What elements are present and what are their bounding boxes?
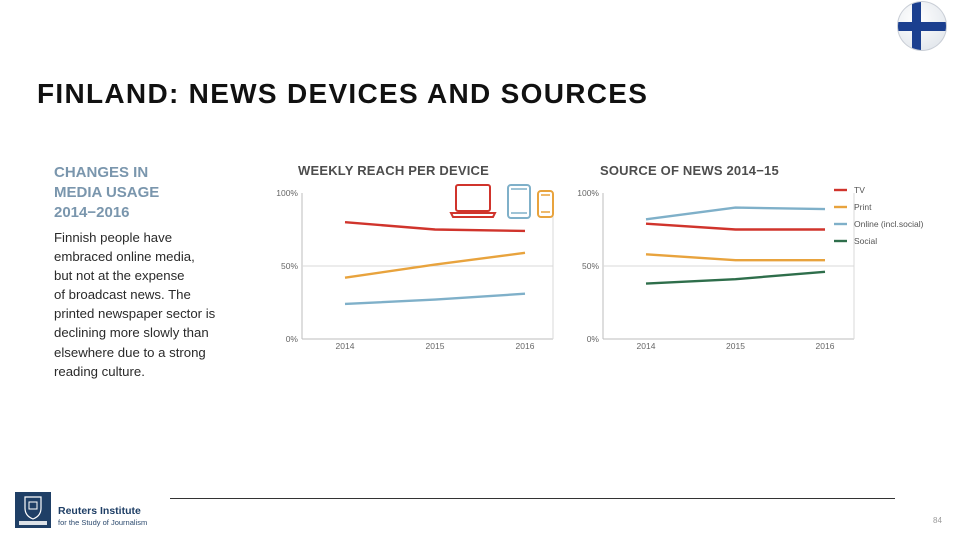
- x-tick-label: 2016: [516, 341, 535, 351]
- y-tick-label: 100%: [577, 188, 599, 198]
- y-tick-label: 50%: [281, 261, 298, 271]
- x-tick-label: 2015: [426, 341, 445, 351]
- body-line: Finnish people have: [54, 230, 173, 245]
- weekly-reach-chart: 100% 50% 0% 2014 2015 2016: [276, 184, 554, 351]
- laptop-icon: [449, 184, 497, 218]
- series-line: [645, 270, 826, 285]
- logo-name: Reuters Institute: [58, 505, 141, 517]
- page-title: FINLAND: NEWS DEVICES AND SOURCES: [37, 78, 649, 109]
- y-tick-label: 0%: [587, 334, 600, 344]
- body-line: elsewhere due to a strong: [54, 344, 206, 360]
- body-line: printed newspaper sector is: [54, 306, 216, 322]
- x-tick-label: 2016: [816, 341, 835, 351]
- legend-label: Online (incl.social): [854, 219, 924, 229]
- page-number: 84: [933, 516, 942, 525]
- source-of-news-chart: 100% 50% 0% 2014 2015 2016 TV Print Online (in…: [577, 185, 924, 351]
- series-line: [344, 292, 526, 306]
- y-tick-label: 100%: [276, 188, 298, 198]
- smartphone-icon: [537, 190, 554, 218]
- series-line: [344, 251, 526, 279]
- footer-divider: [170, 498, 895, 499]
- body-line: declining more slowly than: [54, 325, 209, 341]
- finland-flag-icon: [897, 1, 947, 51]
- section-body-text: Finnish people have embraced online medi…: [54, 228, 244, 381]
- heading-line: CHANGES IN: [54, 164, 149, 181]
- tablet-icon: [507, 184, 531, 219]
- x-tick-label: 2014: [637, 341, 656, 351]
- chart-title-source-of-news: SOURCE OF NEWS 2014−15: [600, 163, 779, 178]
- x-tick-label: 2015: [726, 341, 745, 351]
- series-line: [344, 221, 526, 233]
- heading-line: MEDIA USAGE: [54, 184, 160, 201]
- x-tick-label: 2014: [336, 341, 355, 351]
- y-tick-label: 50%: [582, 261, 599, 271]
- oxford-crest-icon: [15, 492, 51, 528]
- series-line: [645, 253, 825, 262]
- body-line: of broadcast news. The: [54, 287, 191, 303]
- legend-label: Print: [854, 202, 872, 212]
- series-line: [645, 206, 826, 221]
- y-tick-label: 0%: [286, 334, 299, 344]
- legend-label: Social: [854, 236, 877, 246]
- body-line: embraced online media,: [54, 249, 195, 265]
- logo-subtitle: for the Study of Journalism: [58, 518, 148, 527]
- chart-title-weekly-reach: WEEKLY REACH PER DEVICE: [298, 163, 489, 178]
- body-line: but not at the expense: [54, 268, 185, 284]
- series-line: [645, 222, 825, 231]
- legend-label: TV: [854, 185, 865, 195]
- heading-line: 2014−2016: [54, 204, 130, 221]
- section-heading: CHANGES IN MEDIA USAGE 2014−2016: [54, 163, 254, 223]
- body-line: reading culture.: [54, 363, 145, 379]
